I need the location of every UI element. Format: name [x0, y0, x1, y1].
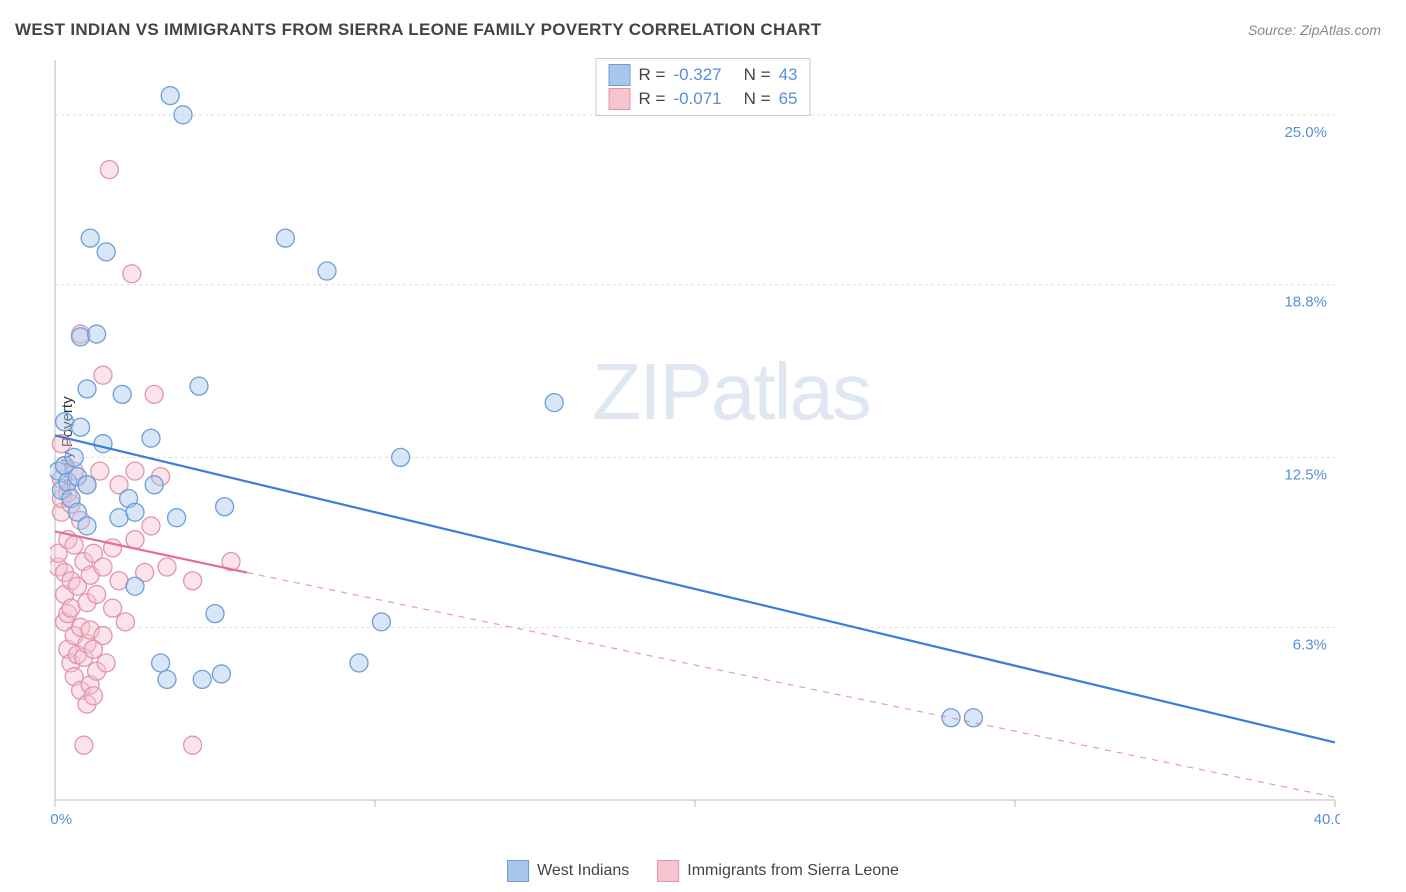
svg-text:0.0%: 0.0% — [50, 811, 72, 825]
svg-text:40.0%: 40.0% — [1314, 811, 1340, 825]
legend-swatch — [657, 860, 679, 882]
correlation-legend-row: R = -0.327 N = 43 — [609, 63, 798, 87]
legend-r-label: R = — [639, 65, 666, 85]
correlation-legend-row: R = -0.071 N = 65 — [609, 87, 798, 111]
legend-r-value: -0.071 — [673, 89, 721, 109]
correlation-legend: R = -0.327 N = 43 R = -0.071 N = 65 — [596, 58, 811, 116]
legend-r-value: -0.327 — [673, 65, 721, 85]
legend-n-label: N = — [744, 89, 771, 109]
legend-r-label: R = — [639, 89, 666, 109]
svg-text:6.3%: 6.3% — [1293, 636, 1327, 653]
series-legend-item: West Indians — [507, 860, 629, 882]
legend-swatch — [609, 64, 631, 86]
series-legend-label: West Indians — [537, 862, 629, 880]
svg-text:12.5%: 12.5% — [1284, 466, 1327, 483]
legend-n-value: 43 — [779, 65, 798, 85]
source-label: Source: ZipAtlas.com — [1248, 22, 1381, 38]
legend-swatch — [507, 860, 529, 882]
series-legend: West Indians Immigrants from Sierra Leone — [507, 860, 899, 882]
series-legend-label: Immigrants from Sierra Leone — [687, 862, 899, 880]
series-legend-item: Immigrants from Sierra Leone — [657, 860, 899, 882]
plot-svg: 6.3% 12.5% 18.8% 25.0% 0.0% 40.0% — [50, 55, 1340, 825]
plot-area: 6.3% 12.5% 18.8% 25.0% 0.0% 40.0% — [50, 55, 1340, 825]
svg-text:18.8%: 18.8% — [1284, 294, 1327, 311]
svg-text:25.0%: 25.0% — [1284, 124, 1327, 141]
legend-n-value: 65 — [779, 89, 798, 109]
legend-swatch — [609, 88, 631, 110]
chart-container: WEST INDIAN VS IMMIGRANTS FROM SIERRA LE… — [0, 0, 1406, 892]
legend-n-label: N = — [744, 65, 771, 85]
chart-title: WEST INDIAN VS IMMIGRANTS FROM SIERRA LE… — [15, 20, 821, 40]
